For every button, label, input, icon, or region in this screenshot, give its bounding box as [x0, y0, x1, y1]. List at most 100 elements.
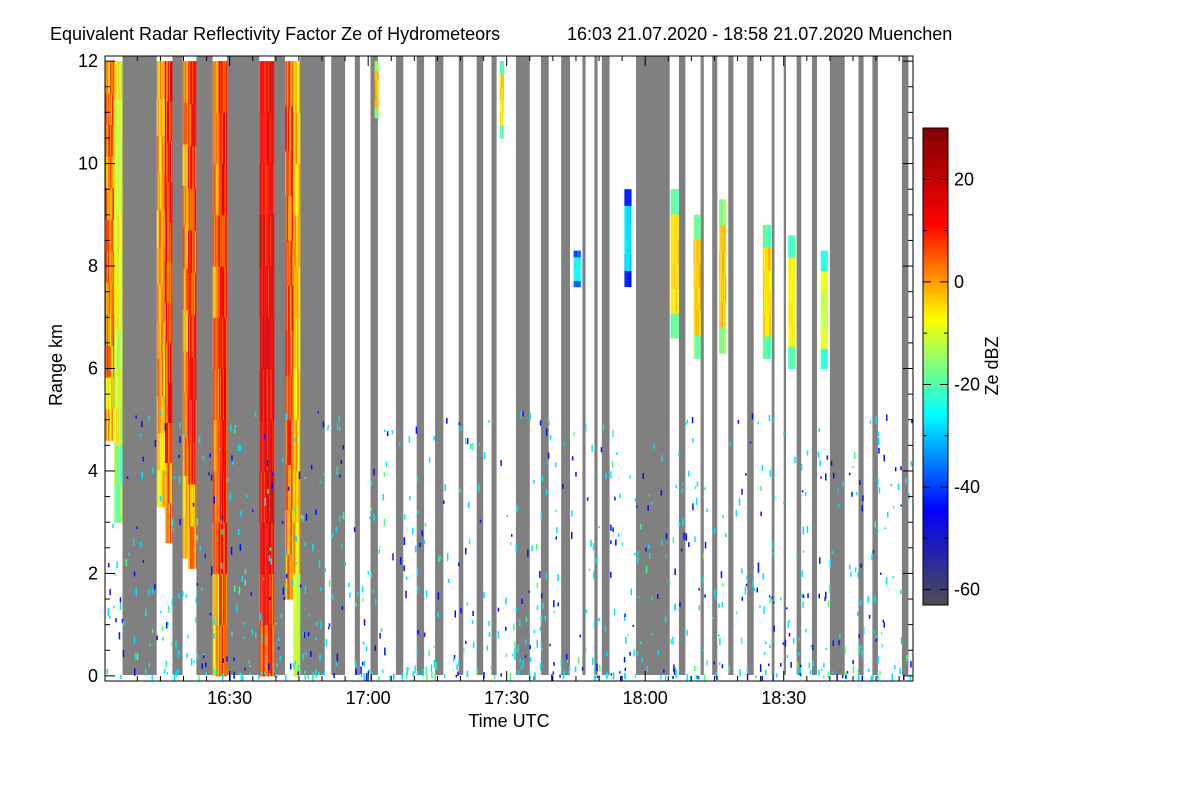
- echo-speck: [238, 529, 240, 535]
- echo-speck: [304, 476, 307, 480]
- echo-speck: [279, 656, 282, 661]
- data-streak: [159, 135, 161, 174]
- data-streak: [215, 624, 217, 677]
- echo-speck: [780, 597, 782, 600]
- data-streak: [225, 471, 227, 523]
- cloud-streak: [723, 301, 725, 329]
- data-streak: [288, 285, 290, 331]
- echo-speck: [768, 595, 771, 598]
- data-streak: [273, 214, 275, 267]
- echo-speck: [594, 675, 596, 681]
- data-streak: [161, 135, 163, 174]
- echo-speck: [877, 674, 879, 679]
- echo-speck: [308, 614, 310, 617]
- echo-speck: [209, 613, 212, 616]
- data-streak: [162, 172, 164, 211]
- echo-speck: [681, 488, 684, 493]
- cloud-streak: [374, 79, 376, 90]
- data-streak: [291, 419, 293, 466]
- data-streak: [190, 526, 192, 569]
- cloud-streak: [767, 313, 769, 337]
- data-streak: [298, 624, 300, 677]
- data-streak: [158, 321, 160, 359]
- echo-speck: [852, 465, 854, 468]
- data-streak: [117, 214, 119, 254]
- echo-speck: [187, 634, 189, 639]
- data-streak: [118, 330, 120, 370]
- echo-speck: [290, 663, 292, 670]
- colorbar-gradient: [922, 127, 949, 606]
- data-streak: [118, 291, 120, 331]
- echo-speck: [251, 509, 254, 512]
- echo-speck: [164, 668, 166, 674]
- data-streak: [296, 522, 298, 574]
- echo-speck: [229, 492, 232, 501]
- echo-speck: [417, 510, 419, 515]
- echo-speck: [673, 668, 676, 675]
- echo-speck: [422, 668, 424, 677]
- echo-speck: [598, 526, 600, 529]
- echo-speck: [563, 669, 565, 676]
- echo-speck: [363, 619, 366, 626]
- echo-speck: [613, 608, 616, 616]
- echo-speck: [330, 476, 333, 479]
- echo-speck: [342, 511, 345, 520]
- echo-speck: [675, 484, 677, 489]
- cloud-streak: [377, 98, 379, 109]
- data-streak: [221, 419, 223, 472]
- echo-speck: [706, 508, 708, 513]
- echo-speck: [324, 568, 327, 572]
- echo-speck: [285, 548, 287, 556]
- echo-speck: [772, 674, 774, 681]
- cloud-streak: [573, 256, 575, 264]
- data-streak: [264, 573, 266, 626]
- echo-speck: [264, 671, 266, 675]
- data-streak: [295, 573, 297, 626]
- cloud-streak: [762, 269, 764, 293]
- echo-speck: [520, 665, 523, 670]
- echo-speck: [636, 505, 638, 508]
- cloud-streak: [792, 301, 794, 325]
- cloud-streak: [765, 247, 767, 271]
- data-streak: [294, 522, 296, 574]
- data-streak: [188, 145, 190, 189]
- cloud-streak: [699, 214, 701, 240]
- data-streak: [272, 624, 274, 677]
- data-streak: [118, 368, 120, 408]
- no-signal-gap: [636, 56, 670, 675]
- echo-speck: [136, 526, 138, 529]
- data-column: [212, 61, 220, 677]
- echo-speck: [310, 464, 313, 470]
- echo-speck: [641, 657, 643, 663]
- echo-speck: [519, 619, 521, 627]
- echo-speck: [438, 556, 440, 562]
- echo-speck: [623, 672, 626, 679]
- data-streak: [110, 282, 112, 315]
- echo-speck: [201, 587, 203, 591]
- data-streak: [162, 61, 164, 99]
- data-streak: [259, 214, 261, 267]
- echo-speck: [156, 635, 158, 641]
- cloud-streak: [697, 214, 699, 240]
- echo-speck: [341, 606, 344, 610]
- data-streak: [168, 181, 170, 223]
- data-streak: [295, 368, 297, 421]
- cloud-streak: [762, 247, 764, 271]
- cloud-streak: [766, 225, 768, 248]
- data-streak: [114, 176, 116, 216]
- echo-speck: [515, 544, 517, 552]
- cloud-streak: [377, 108, 379, 119]
- data-streak: [297, 61, 299, 113]
- cloud-segment: [719, 199, 727, 354]
- cloud-streak: [698, 334, 700, 359]
- echo-speck: [846, 671, 849, 674]
- data-streak: [114, 61, 116, 101]
- data-streak: [270, 624, 272, 677]
- echo-speck: [826, 455, 829, 460]
- data-streak: [216, 573, 218, 626]
- data-streak: [215, 163, 217, 216]
- echo-speck: [678, 452, 680, 456]
- echo-speck: [470, 443, 472, 450]
- cloud-streak: [824, 348, 826, 370]
- echo-speck: [649, 553, 651, 559]
